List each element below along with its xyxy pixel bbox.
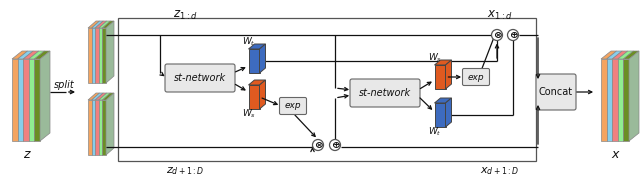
FancyBboxPatch shape bbox=[463, 68, 490, 85]
Text: ⊗: ⊗ bbox=[314, 140, 323, 150]
Text: st-network: st-network bbox=[359, 88, 411, 98]
Polygon shape bbox=[248, 44, 266, 49]
Polygon shape bbox=[88, 21, 100, 28]
Polygon shape bbox=[248, 80, 266, 85]
Polygon shape bbox=[95, 93, 107, 100]
Polygon shape bbox=[92, 100, 95, 155]
Polygon shape bbox=[35, 59, 40, 141]
Text: $W_t$: $W_t$ bbox=[242, 36, 256, 48]
Circle shape bbox=[508, 29, 518, 40]
Polygon shape bbox=[95, 28, 99, 83]
Polygon shape bbox=[18, 51, 33, 59]
Text: $x$: $x$ bbox=[611, 147, 621, 160]
Polygon shape bbox=[29, 51, 44, 59]
Polygon shape bbox=[18, 59, 23, 141]
Polygon shape bbox=[12, 59, 18, 141]
FancyBboxPatch shape bbox=[536, 74, 576, 110]
Polygon shape bbox=[88, 28, 92, 83]
Circle shape bbox=[492, 29, 502, 40]
Polygon shape bbox=[102, 28, 106, 83]
Polygon shape bbox=[259, 44, 266, 73]
Polygon shape bbox=[629, 51, 639, 141]
Polygon shape bbox=[445, 98, 451, 127]
Polygon shape bbox=[102, 100, 106, 155]
Polygon shape bbox=[623, 59, 629, 141]
Text: $x_{d+1:D}$: $x_{d+1:D}$ bbox=[480, 165, 520, 177]
Polygon shape bbox=[99, 100, 102, 155]
Polygon shape bbox=[99, 93, 110, 100]
Polygon shape bbox=[95, 21, 107, 28]
Polygon shape bbox=[35, 51, 50, 59]
Text: $W_s$: $W_s$ bbox=[428, 52, 442, 64]
Text: $z_{1:d}$: $z_{1:d}$ bbox=[173, 8, 197, 22]
Polygon shape bbox=[612, 51, 628, 59]
Polygon shape bbox=[612, 59, 618, 141]
Polygon shape bbox=[92, 21, 103, 28]
Text: Concat: Concat bbox=[539, 87, 573, 97]
Polygon shape bbox=[435, 98, 451, 103]
Polygon shape bbox=[102, 21, 114, 28]
Polygon shape bbox=[445, 60, 451, 89]
Circle shape bbox=[330, 139, 340, 150]
Text: $W_t$: $W_t$ bbox=[428, 126, 442, 138]
Polygon shape bbox=[435, 60, 451, 65]
Text: st-network: st-network bbox=[174, 73, 226, 83]
Polygon shape bbox=[106, 93, 114, 155]
Text: ⊕: ⊕ bbox=[509, 30, 517, 40]
Text: ⊕: ⊕ bbox=[331, 140, 339, 150]
Polygon shape bbox=[23, 51, 39, 59]
FancyBboxPatch shape bbox=[280, 98, 307, 115]
Text: $x_{1:d}$: $x_{1:d}$ bbox=[487, 8, 513, 22]
Polygon shape bbox=[607, 51, 622, 59]
FancyBboxPatch shape bbox=[350, 79, 420, 107]
Text: exp: exp bbox=[285, 102, 301, 111]
Text: split: split bbox=[54, 80, 74, 90]
Text: ⊗: ⊗ bbox=[493, 30, 501, 40]
Polygon shape bbox=[435, 65, 445, 89]
Text: $z$: $z$ bbox=[22, 147, 31, 160]
Circle shape bbox=[312, 139, 323, 150]
Text: $W_s$: $W_s$ bbox=[242, 108, 256, 120]
Text: $z_{d+1:D}$: $z_{d+1:D}$ bbox=[166, 165, 204, 177]
Polygon shape bbox=[601, 59, 607, 141]
Polygon shape bbox=[259, 80, 266, 109]
Polygon shape bbox=[92, 28, 95, 83]
Polygon shape bbox=[95, 100, 99, 155]
FancyBboxPatch shape bbox=[165, 64, 235, 92]
Polygon shape bbox=[601, 51, 616, 59]
Polygon shape bbox=[40, 51, 50, 141]
Polygon shape bbox=[23, 59, 29, 141]
Polygon shape bbox=[88, 100, 92, 155]
Polygon shape bbox=[12, 51, 28, 59]
Polygon shape bbox=[248, 49, 259, 73]
Polygon shape bbox=[99, 28, 102, 83]
Polygon shape bbox=[92, 93, 103, 100]
Polygon shape bbox=[29, 59, 35, 141]
Polygon shape bbox=[618, 59, 623, 141]
Polygon shape bbox=[99, 21, 110, 28]
Polygon shape bbox=[435, 103, 445, 127]
Text: exp: exp bbox=[468, 72, 484, 81]
Polygon shape bbox=[607, 59, 612, 141]
Polygon shape bbox=[618, 51, 634, 59]
Polygon shape bbox=[102, 93, 114, 100]
Polygon shape bbox=[248, 85, 259, 109]
Polygon shape bbox=[623, 51, 639, 59]
Polygon shape bbox=[88, 93, 100, 100]
Polygon shape bbox=[106, 21, 114, 83]
